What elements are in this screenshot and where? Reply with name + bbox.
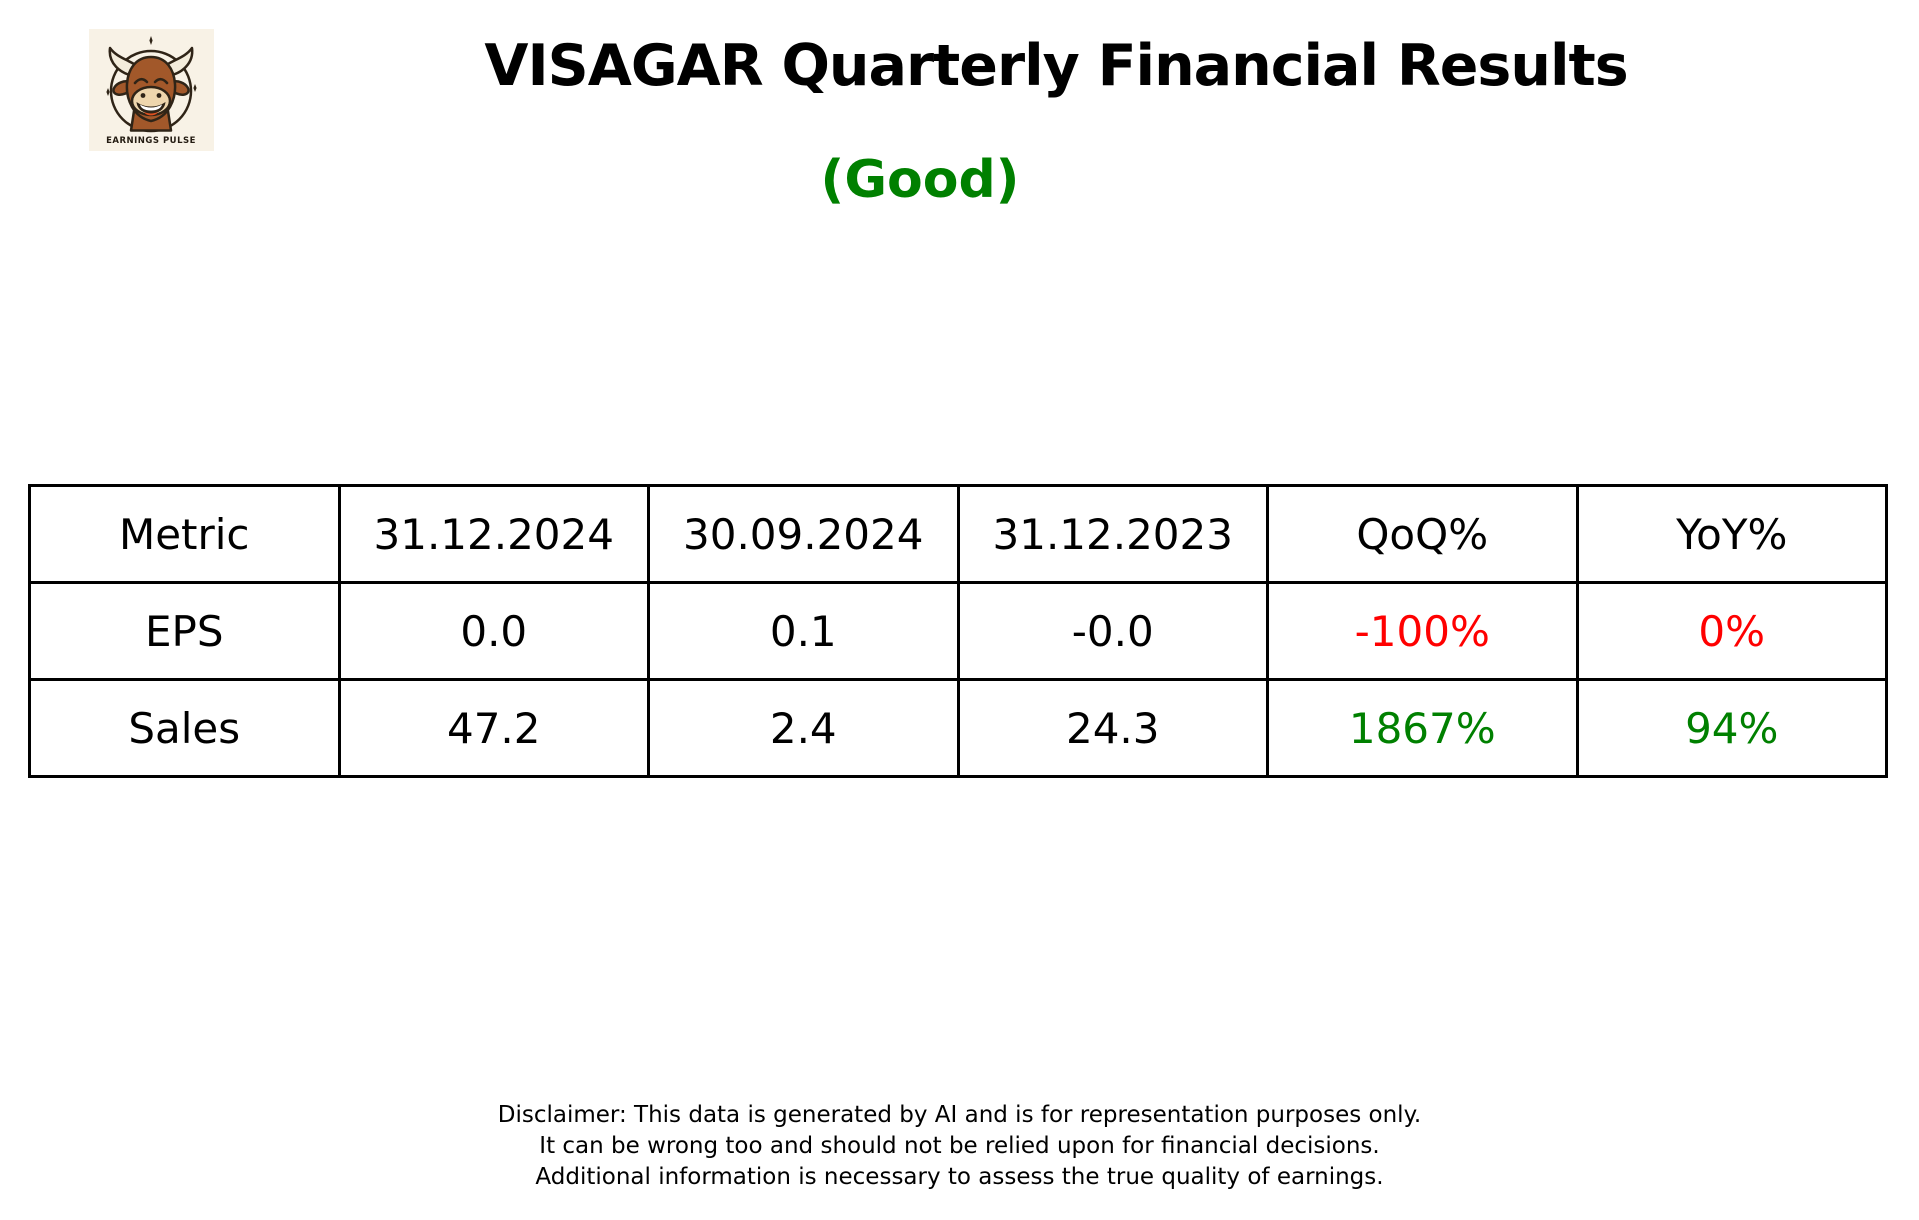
disclaimer-line: Disclaimer: This data is generated by AI… (497, 1102, 1422, 1128)
eye-icon (133, 77, 149, 85)
table-row-sales: Sales 47.2 2.4 24.3 1867% 94% (28, 678, 1888, 778)
column-header-yoy: YoY% (1575, 484, 1888, 584)
column-header-metric: Metric (28, 484, 341, 584)
table-cell-yoy: 0% (1575, 581, 1888, 681)
disclaimer-line: Additional information is necessary to a… (535, 1164, 1384, 1190)
sparkle-icon (193, 84, 197, 92)
results-table: Metric 31.12.2024 30.09.2024 31.12.2023 … (28, 484, 1888, 778)
table-cell: 2.4 (647, 678, 960, 778)
table-cell-qoq: -100% (1266, 581, 1579, 681)
table-cell-yoy: 94% (1575, 678, 1888, 778)
earnings-pulse-logo: EARNINGS PULSE (89, 29, 214, 151)
column-header-q-current: 31.12.2024 (337, 484, 650, 584)
metric-label: Sales (28, 678, 341, 778)
sparkle-icon (149, 36, 153, 45)
table-cell: 24.3 (956, 678, 1269, 778)
bull-icon: EARNINGS PULSE (89, 29, 214, 151)
table-cell: 0.0 (337, 581, 650, 681)
table-cell: 0.1 (647, 581, 960, 681)
column-header-q-previous: 30.09.2024 (647, 484, 960, 584)
column-header-qoq: QoQ% (1266, 484, 1579, 584)
table-header-row: Metric 31.12.2024 30.09.2024 31.12.2023 … (28, 484, 1888, 584)
table-row-eps: EPS 0.0 0.1 -0.0 -100% 0% (28, 581, 1888, 681)
table-cell: 47.2 (337, 678, 650, 778)
disclaimer: Disclaimer: This data is generated by AI… (0, 1100, 1919, 1193)
page-title: VISAGAR Quarterly Financial Results (484, 33, 1628, 99)
table-cell-qoq: 1867% (1266, 678, 1579, 778)
logo-text: EARNINGS PULSE (106, 136, 196, 146)
table-cell: -0.0 (956, 581, 1269, 681)
column-header-q-yearago: 31.12.2023 (956, 484, 1269, 584)
metric-label: EPS (28, 581, 341, 681)
rating-badge: (Good) (820, 150, 1020, 210)
eye-icon (153, 77, 169, 85)
disclaimer-line: It can be wrong too and should not be re… (539, 1133, 1380, 1159)
